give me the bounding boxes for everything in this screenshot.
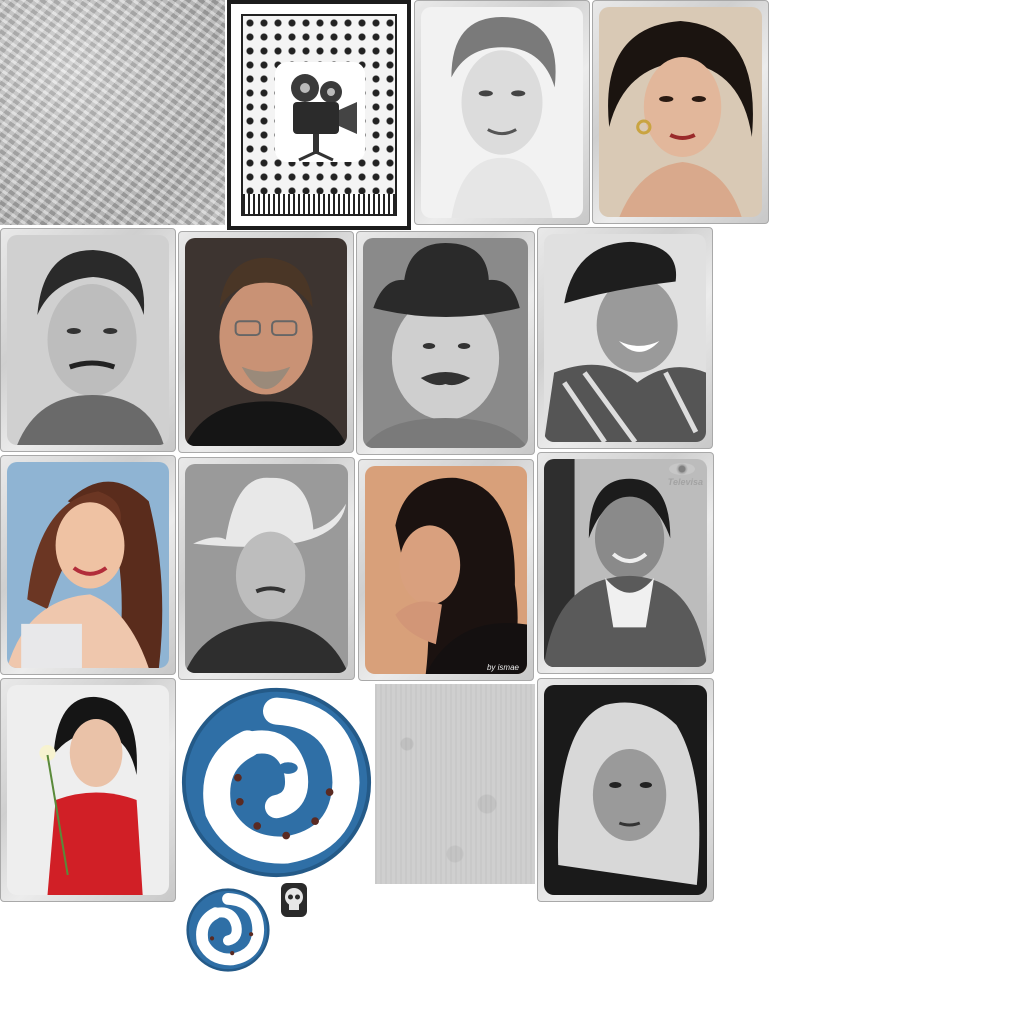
portrait-card-10[interactable]: Televisa — [537, 452, 714, 674]
portrait-11 — [7, 685, 169, 895]
skull-token[interactable] — [280, 882, 308, 918]
skull-icon — [281, 883, 307, 917]
portrait-card-5[interactable] — [356, 231, 535, 455]
film-camera-icon — [275, 62, 365, 162]
portrait-1 — [421, 7, 583, 218]
lizard-icon — [181, 687, 372, 878]
portrait-card-7[interactable] — [0, 455, 176, 675]
portrait-card-6[interactable] — [537, 227, 713, 449]
network-logo-icon — [669, 463, 695, 475]
portrait-12 — [544, 685, 707, 895]
portrait-card-12[interactable] — [537, 678, 714, 902]
portrait-5 — [363, 238, 528, 448]
card-back-stripes — [243, 194, 395, 214]
portrait-card-8[interactable] — [178, 457, 355, 680]
lizard-icon — [186, 888, 270, 972]
portrait-card-2[interactable] — [592, 0, 769, 224]
card-back[interactable] — [227, 0, 411, 230]
texture-concrete — [375, 684, 535, 884]
portrait-6 — [544, 234, 706, 442]
portrait-card-4[interactable] — [178, 231, 354, 453]
portrait-2 — [599, 7, 762, 217]
lizard-badge-small[interactable] — [186, 888, 270, 972]
photo-credit: by ismae — [486, 663, 519, 672]
portrait-10: Televisa — [544, 459, 707, 667]
portrait-8 — [185, 464, 348, 673]
portrait-card-3[interactable] — [0, 228, 176, 452]
texture-crumpled — [0, 0, 225, 225]
portrait-3 — [7, 235, 169, 445]
lizard-badge-large[interactable] — [180, 686, 373, 879]
portrait-card-11[interactable] — [0, 678, 176, 902]
network-logo-text: Televisa — [667, 477, 703, 487]
portrait-9: by ismae — [365, 466, 527, 674]
portrait-card-1[interactable] — [414, 0, 590, 225]
portrait-card-9[interactable]: by ismae — [358, 459, 534, 681]
portrait-4 — [185, 238, 347, 446]
portrait-7 — [7, 462, 169, 668]
